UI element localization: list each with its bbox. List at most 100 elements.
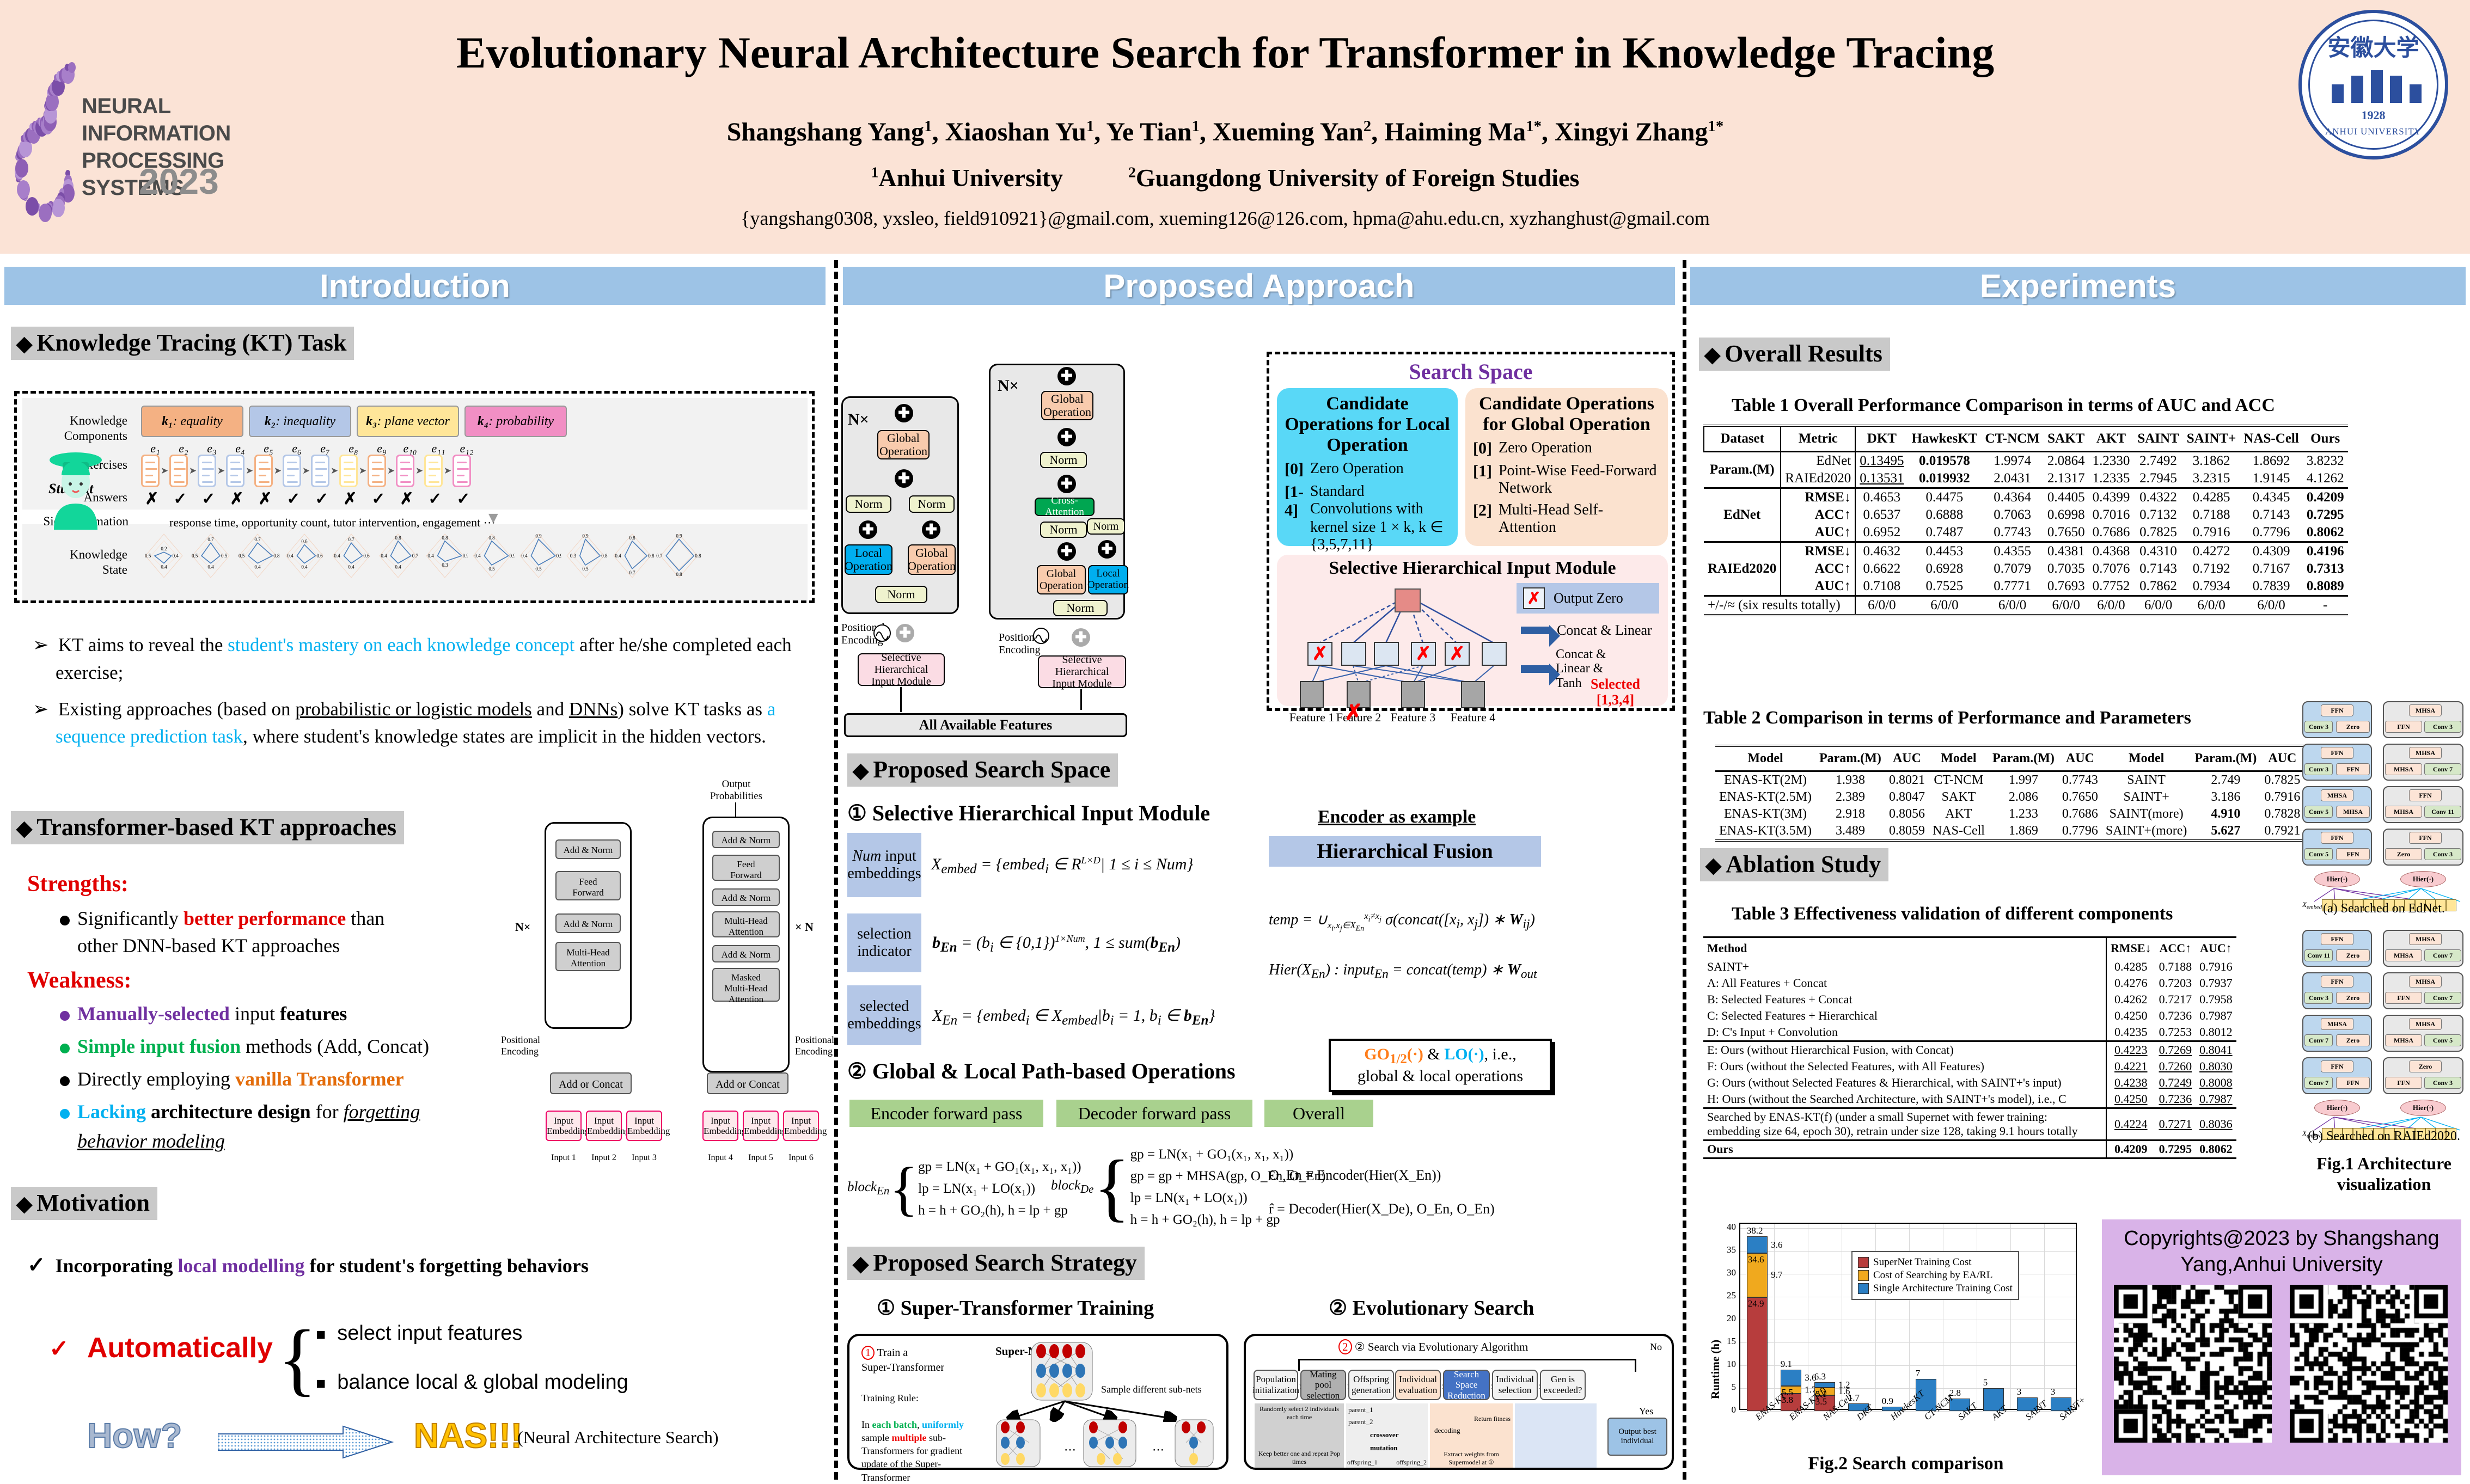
heading-overall-results: ◆ Overall Results <box>1699 338 1890 371</box>
qr-code-1[interactable] <box>2114 1285 2272 1443</box>
table-row: ENAS-KT(3M) 2.918 0.8056 AKT 1.233 0.7686 SAIN… <box>1715 806 2304 823</box>
bar-segment-2 <box>1814 1382 1836 1388</box>
t2-cell: 1.233 <box>2008 807 2038 821</box>
fig1-cell: MHSA <box>2409 747 2442 759</box>
fig1-cell: Zero <box>2336 949 2370 961</box>
fig1-cell: FFN <box>2321 747 2353 759</box>
t3-cell: 0.4276 <box>2106 975 2155 991</box>
label-positional-encoding-decoder: Positional Encoding <box>795 1034 835 1057</box>
supernet-training-diagram: 1 Train a Super-Transformer Training Rule… <box>847 1334 1228 1483</box>
table-row: AUC↑ 0.6952 0.7487 0.7743 0.7650 0.7686 0.7825… <box>1704 524 2348 542</box>
fig1-cell: MHSA <box>2409 704 2442 716</box>
t1-cell: 3.2315 <box>2192 471 2230 486</box>
input-label-3: Input 3 <box>632 1153 657 1162</box>
t1-cell: 1.9145 <box>2252 471 2290 486</box>
label-output-probabilities: Output Probabilities <box>710 778 763 802</box>
t3-cell: 0.8012 <box>2199 1025 2233 1039</box>
label-how: How? <box>87 1415 182 1456</box>
t1-cell: 2.0431 <box>1994 471 2031 486</box>
t1-metric: ACC↑ <box>1780 560 1856 578</box>
table-row: F: Ours (without the Selected Features, … <box>1703 1058 2236 1075</box>
table-overall-performance: Dataset Metric DKT HawkesKT CT-NCM SAKT AKT SAI… <box>1703 425 2348 616</box>
seal-english-name: ANHUI UNIVERSITY <box>2325 126 2422 137</box>
svg-text:0.2: 0.2 <box>161 546 167 551</box>
weakness-label: Weakness: <box>27 967 132 993</box>
decoder-input-embedding-row: Input Embedding Input Embedding Input Embeddi… <box>702 1111 827 1141</box>
svg-text:0.8: 0.8 <box>629 535 635 541</box>
knowledge-component-row: k₁: equality k₂: inequality k₃: plane vect… <box>141 406 567 437</box>
decoder-shim-block: Selective Hierarchical Input Module <box>1038 654 1126 690</box>
flow-arrow-icon: ➤ <box>160 465 169 476</box>
t1-col-8: SAINT+ <box>2186 431 2236 446</box>
tag-overall: Overall <box>1264 1100 1373 1127</box>
bar-seg-label-mid-NAS-Cell: 5.1 <box>1815 1389 1827 1400</box>
t3-cell: 0.8036 <box>2199 1117 2233 1131</box>
encoder-global-operation-top: Global Operation <box>877 430 930 459</box>
seal-ring <box>2308 20 2438 150</box>
input-label-4: Input 4 <box>708 1153 733 1162</box>
bar-segment-2 <box>2016 1397 2038 1411</box>
bar-segment-2 <box>1983 1388 2004 1411</box>
shim-node-3 <box>1374 642 1399 666</box>
heading-proposed-search-strategy: ◆ Proposed Search Strategy <box>847 1247 1145 1280</box>
t1-footer-cell: 6/0/0 <box>2052 598 2080 612</box>
subnet-1-icon <box>996 1419 1041 1467</box>
t3-method: C: Selected Features + Hierarchical <box>1707 1009 1878 1022</box>
t1-cell: 0.4209 <box>2306 490 2344 505</box>
qr-code-2[interactable] <box>2290 1285 2448 1443</box>
t1-cell: 0.7743 <box>1994 525 2031 539</box>
t3-method: Searched by ENAS-KT(f) (under a small Su… <box>1707 1110 2078 1138</box>
heading-motivation: ◆ Motivation <box>11 1187 157 1220</box>
sine-wave-icon <box>873 624 891 642</box>
t3-cell: 0.7203 <box>2159 976 2192 990</box>
svg-text:0.5: 0.5 <box>221 553 228 559</box>
encoder-repeat-count: N× <box>515 920 531 934</box>
svg-text:0.7: 0.7 <box>412 553 419 559</box>
fig2-search-comparison-chart: Runtime (h) 38.2 24.9 34.6 9.7 3.6 9.1 3.8 5.5 1… <box>1704 1219 2088 1475</box>
formula-x-en: XEn = {embedi ∈ Xembed|bi = 1, bi ∈ bEn} <box>932 1007 1215 1028</box>
fig1-cell: MHSA <box>2385 1034 2422 1046</box>
t1-cell: 0.7076 <box>2092 561 2130 576</box>
fig1-cell: MHSA <box>2385 949 2422 961</box>
label-nas-expansion: (Neural Architecture Search) <box>517 1427 719 1447</box>
label-search-via-ea: 2 ② Search via Evolutionary Algorithm <box>1338 1339 1528 1354</box>
table-params-comparison: Model Param.(M) AUC Model Param.(M) AUC Model P… <box>1715 745 2304 842</box>
t3-cell: 0.7249 <box>2159 1076 2192 1089</box>
fig1-cell: Zero <box>2336 992 2370 1004</box>
svg-text:0.4: 0.4 <box>521 553 528 559</box>
transformer-architecture-diagram: Output Probabilities Add & Norm Feed Forw… <box>501 778 834 1176</box>
bar-total-label-AKT: 5 <box>1983 1377 1988 1388</box>
fig1-cell: Zero <box>2409 1060 2442 1072</box>
chart-legend: SuperNet Training Cost Cost of Searching … <box>1851 1251 2019 1300</box>
t3-cell: 0.4221 <box>2106 1058 2155 1075</box>
chart-plot-area: 38.2 24.9 34.6 9.7 3.6 9.1 3.8 5.5 1.7 3.6 6.3 3.5 5… <box>1739 1223 2077 1412</box>
t1-cell: 0.4272 <box>2192 544 2230 559</box>
svg-text:0.4: 0.4 <box>207 565 214 570</box>
page-title: Evolutionary Neural Architecture Search … <box>456 28 1995 77</box>
fig1-cell: Conv 7 <box>2424 992 2461 1004</box>
table-row: D: C's Input + Convolution 0.4235 0.7253 0.… <box>1703 1024 2236 1041</box>
t2-cell: 2.749 <box>2211 773 2241 787</box>
fig1-cell: FFN <box>2336 848 2370 860</box>
exercise-id-7: e₇ <box>320 441 330 455</box>
feature-2-removed-icon: ✗ <box>1344 700 1363 725</box>
svg-text:0.9: 0.9 <box>582 533 589 538</box>
bar-NAS-Cell <box>1814 1382 1836 1411</box>
table-row: E: Ours (without Hierarchical Fusion, wi… <box>1703 1041 2236 1058</box>
t2-col-3: Model <box>1941 751 1977 765</box>
input-embedding-box-3: Input Embedding <box>626 1111 670 1141</box>
t1-col-7: SAINT <box>2137 431 2179 446</box>
svg-text:0.7: 0.7 <box>656 553 663 559</box>
encoder-input-embedding-row: Input Embedding Input Embedding Input Embeddi… <box>546 1111 670 1141</box>
copyright-panel: Copyrights@2023 by Shangshang Yang,Anhui… <box>2102 1219 2461 1475</box>
hierarchical-fusion-bar: Hierarchical Fusion <box>1269 836 1541 867</box>
encoder-global-operation-bottom: Global Operation <box>908 544 956 575</box>
input-embedding-box-6: Input Embedding <box>783 1111 827 1141</box>
t3-cell: 0.7958 <box>2199 992 2233 1006</box>
ea-step-6: Individual selection <box>1492 1370 1538 1400</box>
svg-text:0.4: 0.4 <box>254 565 261 570</box>
table-row: A: All Features + Concat 0.4276 0.7203 0.79… <box>1703 975 2236 991</box>
weakness-item-3: Directly employing vanilla Transformer <box>60 1064 512 1094</box>
t1-cell: 0.4309 <box>2252 544 2290 559</box>
svg-text:0.8: 0.8 <box>648 553 655 559</box>
